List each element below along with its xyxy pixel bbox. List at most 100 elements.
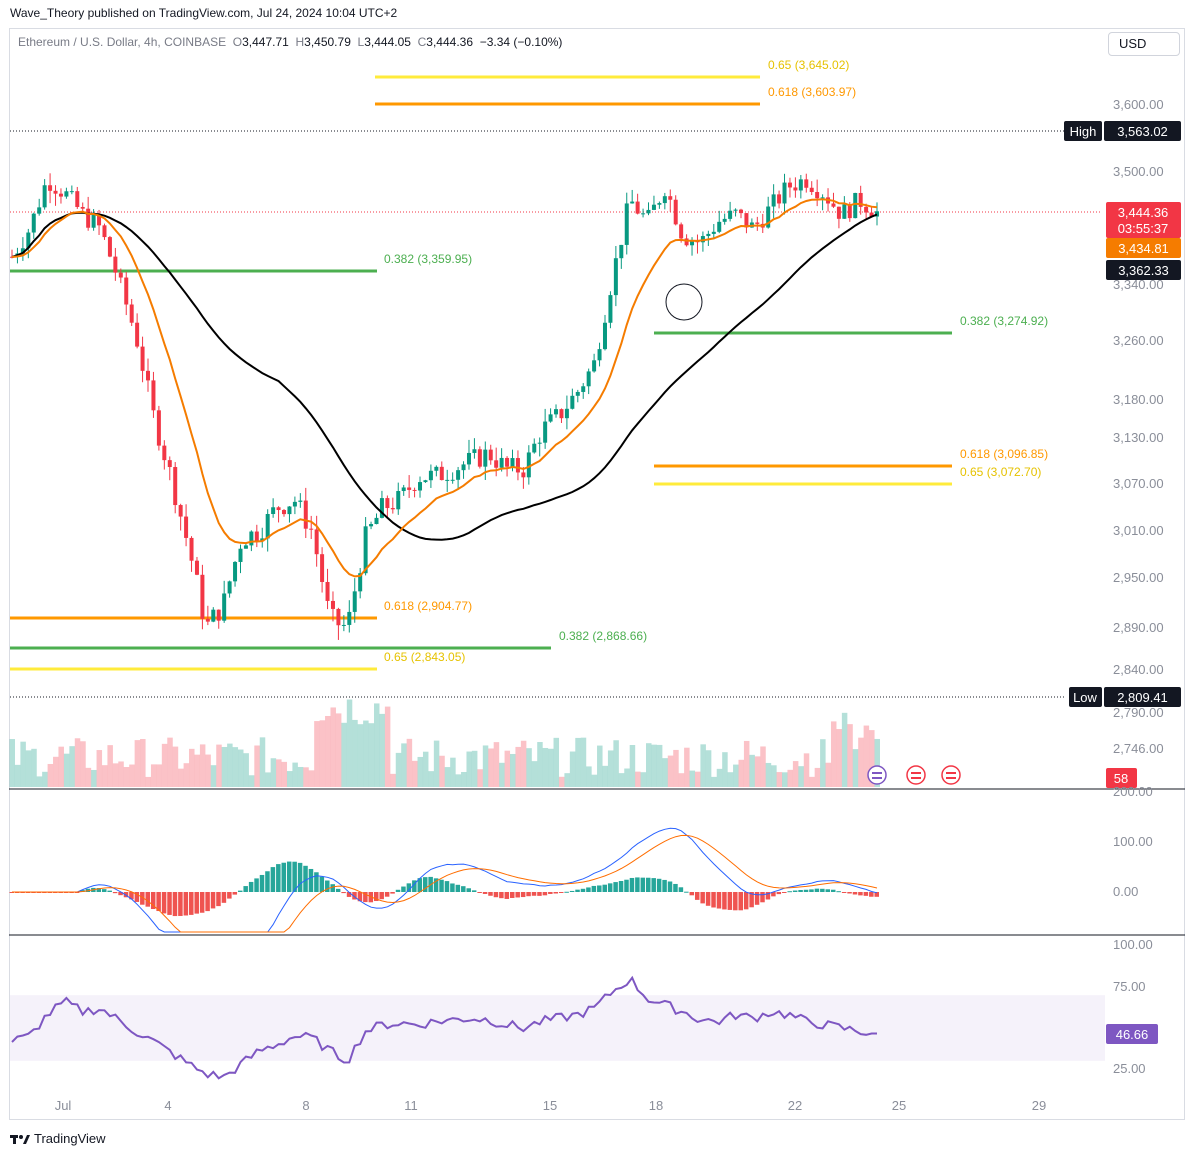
candle-body — [722, 218, 727, 222]
macd-histogram-bar — [101, 889, 107, 892]
volume-bar — [863, 725, 870, 787]
us-flag-event-icon-stripe — [946, 777, 956, 779]
candle-body — [738, 209, 743, 214]
macd-histogram-bar — [635, 877, 640, 892]
fib-level-label: 0.65 (3,645.02) — [768, 58, 849, 72]
candle-body — [728, 210, 733, 219]
fib-level-label: 0.618 (2,904.77) — [384, 599, 472, 613]
macd-histogram-bar — [221, 892, 227, 903]
macd-histogram-bar — [210, 892, 216, 909]
publisher-caption: Wave_Theory published on TradingView.com… — [10, 6, 398, 20]
candle-body — [700, 236, 705, 243]
macd-histogram-bar — [373, 892, 379, 902]
macd-histogram-bar — [792, 890, 798, 892]
candle-body — [679, 224, 684, 239]
volume-bar — [412, 760, 418, 787]
macd-histogram-bar — [771, 892, 776, 897]
currency-button[interactable]: USD — [1108, 32, 1180, 56]
macd-histogram-bar — [444, 881, 450, 892]
candle-body — [575, 391, 580, 396]
macd-histogram-bar — [145, 892, 151, 907]
macd-histogram-bar — [569, 890, 575, 892]
volume-bar — [325, 715, 331, 787]
low-label: L — [357, 35, 365, 49]
macd-histogram-bar — [727, 892, 733, 910]
candle-body — [102, 225, 107, 238]
candle-body — [630, 201, 635, 204]
fib-level-label: 0.618 (3,603.97) — [768, 85, 856, 99]
volume-bar — [36, 776, 43, 787]
volume-bar — [107, 745, 113, 787]
candle-body — [869, 212, 874, 217]
volume-bar — [852, 749, 859, 787]
volume-bar — [836, 729, 842, 787]
volume-bar — [335, 713, 342, 787]
candle-body — [717, 221, 722, 232]
volume-bar — [433, 740, 440, 787]
rsi-axis-tick: 75.00 — [1113, 979, 1146, 994]
volume-bar — [9, 739, 15, 787]
candle-body — [276, 507, 281, 511]
volume-bar — [575, 737, 581, 787]
macd-histogram-bar — [537, 892, 542, 896]
volume-bar — [145, 776, 152, 787]
macd-histogram-bar — [227, 892, 232, 899]
volume-bar — [80, 741, 86, 787]
volume-bar — [531, 761, 538, 787]
macd-histogram-bar — [564, 891, 569, 893]
macd-histogram-bar — [390, 892, 395, 894]
volume-bar — [727, 772, 734, 787]
change-value: −3.34 (−0.10%) — [479, 35, 563, 49]
price-axis-tick: 2,746.00 — [1113, 741, 1164, 756]
macd-histogram-bar — [836, 891, 841, 893]
macd-histogram-bar — [477, 892, 482, 893]
volume-bar — [167, 737, 173, 787]
volume-bar — [444, 767, 451, 787]
candle-body — [292, 501, 297, 507]
macd-histogram-bar — [341, 892, 346, 894]
macd-histogram-bar — [325, 880, 330, 892]
macd-histogram-bar — [379, 892, 384, 900]
macd-histogram-bar — [129, 892, 134, 900]
footer-brand[interactable]: TradingView — [34, 1131, 106, 1146]
candle-body — [418, 482, 423, 491]
volume-bar — [814, 767, 821, 787]
candle-body — [233, 561, 238, 582]
candle-body — [532, 443, 537, 453]
macd-histogram-bar — [297, 862, 303, 892]
volume-bar — [711, 776, 717, 787]
candle-body — [113, 256, 118, 273]
candle-body — [510, 458, 515, 467]
ema-50-line — [11, 198, 878, 578]
macd-histogram-bar — [205, 892, 210, 912]
symbol-name[interactable]: Ethereum / U.S. Dollar, 4h, COINBASE — [18, 35, 227, 49]
rsi-axis-tick: 100.00 — [1113, 937, 1153, 952]
macd-histogram-bar — [314, 872, 319, 892]
time-axis-tick: 11 — [404, 1098, 418, 1113]
volume-bar — [651, 744, 657, 787]
price-axis-tick: 3,130.00 — [1113, 430, 1164, 445]
candle-body — [662, 196, 667, 204]
time-axis-tick: 25 — [892, 1098, 906, 1113]
candle-body — [352, 591, 357, 612]
volume-bar — [303, 767, 309, 787]
time-axis-tick: 8 — [302, 1098, 309, 1113]
high-tag-label: High — [1070, 124, 1097, 139]
macd-histogram-bar — [319, 876, 325, 892]
candle-body — [385, 498, 390, 509]
candle-body — [657, 203, 662, 205]
price-axis-tick: 2,950.00 — [1113, 570, 1164, 585]
candle-body — [597, 349, 602, 361]
volume-bar — [118, 761, 124, 787]
candle-body — [184, 516, 189, 538]
macd-histogram-bar — [270, 867, 276, 892]
macd-histogram-bar — [580, 888, 586, 892]
candle-body — [37, 207, 42, 214]
macd-signal-line — [12, 834, 878, 933]
volume-bar — [31, 748, 37, 787]
price-axis-tick: 2,890.00 — [1113, 620, 1164, 635]
sma-200-badge: 3,362.33 — [1118, 263, 1169, 278]
candle-body — [651, 204, 656, 210]
macd-histogram-bar — [335, 888, 341, 892]
